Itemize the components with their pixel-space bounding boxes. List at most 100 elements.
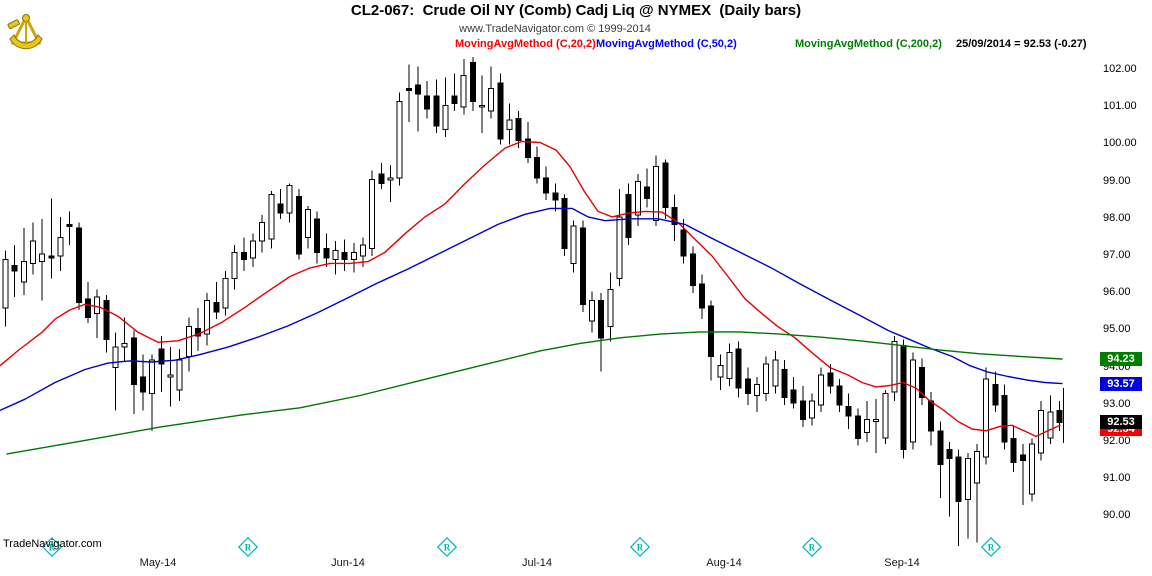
y-axis-label: 102.00	[1103, 63, 1137, 75]
legend-item-1[interactable]: MovingAvgMethod (C,50,2)	[596, 38, 737, 50]
candle-body	[396, 101, 403, 179]
candle-body	[717, 365, 724, 378]
candle-body	[304, 209, 311, 238]
candle-body	[589, 300, 596, 322]
candle-body	[213, 302, 220, 313]
r-glyph: R	[809, 542, 816, 552]
legend-item-3[interactable]: 25/09/2014 = 92.53 (-0.27)	[956, 38, 1087, 50]
candle-body	[836, 385, 843, 406]
candle-body	[900, 344, 907, 450]
diamond-shape	[629, 536, 651, 558]
y-axis-label: 95.00	[1103, 323, 1131, 335]
candle-body	[506, 119, 513, 130]
r-glyph: R	[637, 542, 644, 552]
candle-body	[323, 248, 330, 259]
candlesticks	[2, 57, 1064, 547]
candle-body	[341, 251, 348, 261]
candle-body	[240, 251, 247, 261]
candle-body	[149, 359, 156, 395]
candle-body	[570, 225, 577, 264]
candle-body	[369, 179, 376, 249]
legend-item-2[interactable]: MovingAvgMethod (C,200,2)	[795, 38, 942, 50]
candle-body	[662, 162, 669, 209]
candle-body	[772, 359, 779, 387]
moving-average-lines	[0, 140, 1063, 455]
r-glyph: R	[444, 542, 451, 552]
candle-body	[204, 300, 211, 335]
candle-body	[689, 253, 696, 287]
trade-navigator-logo-icon	[7, 13, 43, 50]
rollover-marker-icon: R	[629, 536, 651, 558]
rollover-marker-icon: R	[436, 536, 458, 558]
legend-item-0[interactable]: MovingAvgMethod (C,20,2)	[455, 38, 596, 50]
moving-average-line	[0, 140, 1061, 438]
diamond-shape	[436, 536, 458, 558]
candle-body	[94, 296, 101, 315]
candle-body	[543, 177, 550, 194]
candle-body	[460, 75, 467, 108]
candle-body	[451, 95, 458, 104]
rollover-marker-icon: R	[801, 536, 823, 558]
candle-body	[121, 342, 128, 348]
x-axis-label: Sep-14	[884, 557, 920, 569]
candle-body	[928, 400, 935, 432]
candle-body	[66, 223, 73, 227]
candle-body	[671, 207, 678, 225]
candle-body	[974, 450, 980, 484]
candle-body	[827, 372, 834, 387]
price-tag: 94.23	[1100, 352, 1142, 366]
candle-body	[1010, 437, 1017, 463]
candle-body	[48, 255, 55, 259]
y-axis-label: 96.00	[1103, 286, 1131, 298]
y-axis-label: 92.00	[1103, 435, 1131, 447]
candle-body	[112, 346, 119, 369]
candle-body	[195, 328, 201, 337]
price-tag: 92.53	[1100, 415, 1142, 429]
candle-body	[763, 363, 770, 395]
candle-body	[176, 359, 183, 391]
y-axis-label: 101.00	[1103, 100, 1137, 112]
candle-body	[799, 400, 806, 421]
candle-body	[39, 253, 46, 263]
candle-body	[983, 378, 990, 458]
candle-body	[964, 458, 971, 501]
candle-body	[488, 88, 495, 112]
candle-body	[378, 173, 385, 184]
chart-title: CL2-067: Crude Oil NY (Comb) Cadj Liq @ …	[350, 2, 802, 19]
candle-body	[85, 298, 91, 318]
candle-body	[30, 240, 36, 264]
candle-body	[864, 419, 870, 434]
candle-body	[873, 419, 880, 423]
price-tag: 93.57	[1100, 377, 1142, 391]
candle-body	[469, 62, 476, 103]
y-axis-label: 90.00	[1103, 509, 1131, 521]
candle-body	[75, 227, 82, 304]
candle-body	[534, 156, 541, 179]
moving-average-line	[6, 331, 1063, 455]
diamond-shape	[801, 536, 823, 558]
candle-body	[680, 229, 687, 257]
candle-body	[845, 406, 852, 417]
candle-body	[1038, 409, 1045, 454]
candle-body	[295, 196, 302, 255]
trade-navigator-watermark: TradeNavigator.com	[3, 538, 102, 550]
candle-body	[57, 236, 64, 257]
candle-body	[359, 244, 366, 257]
candle-body	[882, 393, 889, 439]
candle-body	[625, 194, 632, 238]
x-axis-label: Aug-14	[706, 557, 742, 569]
candle-body	[286, 184, 293, 214]
candle-body	[250, 240, 256, 259]
candle-body	[616, 216, 623, 279]
y-axis-label: 98.00	[1103, 212, 1131, 224]
y-axis-label: 99.00	[1103, 175, 1131, 187]
candle-body	[442, 104, 449, 131]
candle-body	[946, 448, 953, 460]
candle-body	[350, 251, 357, 261]
candle-body	[414, 84, 421, 95]
candle-body	[140, 376, 146, 393]
candle-body	[781, 369, 788, 398]
y-axis-label: 91.00	[1103, 472, 1131, 484]
